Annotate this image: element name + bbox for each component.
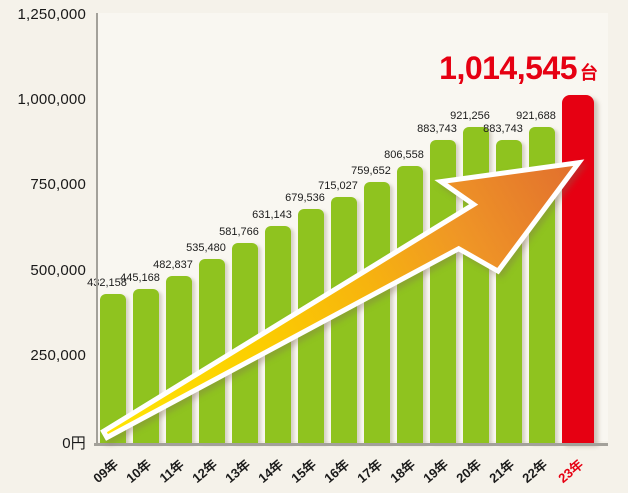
y-axis-tick-label: 0円 <box>62 435 86 452</box>
bar-value-label: 535,480 <box>186 241 226 254</box>
bar-value-label: 581,766 <box>219 225 259 238</box>
y-axis-tick-label: 250,000 <box>30 346 86 364</box>
y-axis-tick-label: 750,000 <box>30 176 86 194</box>
bar-value-label: 482,837 <box>153 259 193 272</box>
bar <box>265 225 291 443</box>
bar <box>232 242 258 443</box>
bar <box>397 166 423 443</box>
bar <box>430 139 456 443</box>
bar <box>496 139 522 443</box>
x-axis-tick-label: 23年 <box>555 456 586 486</box>
bar-value-label: 759,652 <box>351 165 391 178</box>
x-axis-line <box>94 443 608 446</box>
bar-value-label: 921,256 <box>450 110 490 123</box>
bar <box>166 276 192 443</box>
bar <box>331 197 357 443</box>
bar <box>133 289 159 443</box>
bar-value-label: 806,558 <box>384 149 424 162</box>
bar-value-label: 445,168 <box>120 272 160 285</box>
y-axis-line <box>96 13 98 443</box>
bar <box>100 293 126 443</box>
bar-highlight <box>562 95 594 443</box>
bar-value-label: 883,743 <box>483 122 523 135</box>
bar-value-label: 921,688 <box>516 109 556 122</box>
highlight-value: 1,014,545 <box>439 50 577 86</box>
highlight-value-label: 1,014,545 台 <box>439 50 598 87</box>
bar-value-label: 631,143 <box>252 208 292 221</box>
bar-value-label: 883,743 <box>417 122 457 135</box>
highlight-unit: 台 <box>580 63 598 83</box>
bar <box>298 209 324 443</box>
bar-value-label: 715,027 <box>318 180 358 193</box>
y-axis-tick-label: 1,250,000 <box>17 6 86 23</box>
bar <box>529 126 555 443</box>
y-axis-tick-label: 1,000,000 <box>17 91 86 109</box>
bar <box>364 182 390 443</box>
y-axis-tick-label: 500,000 <box>30 261 86 279</box>
bar <box>463 127 489 443</box>
bar <box>199 258 225 443</box>
bar-value-label: 679,536 <box>285 192 325 205</box>
